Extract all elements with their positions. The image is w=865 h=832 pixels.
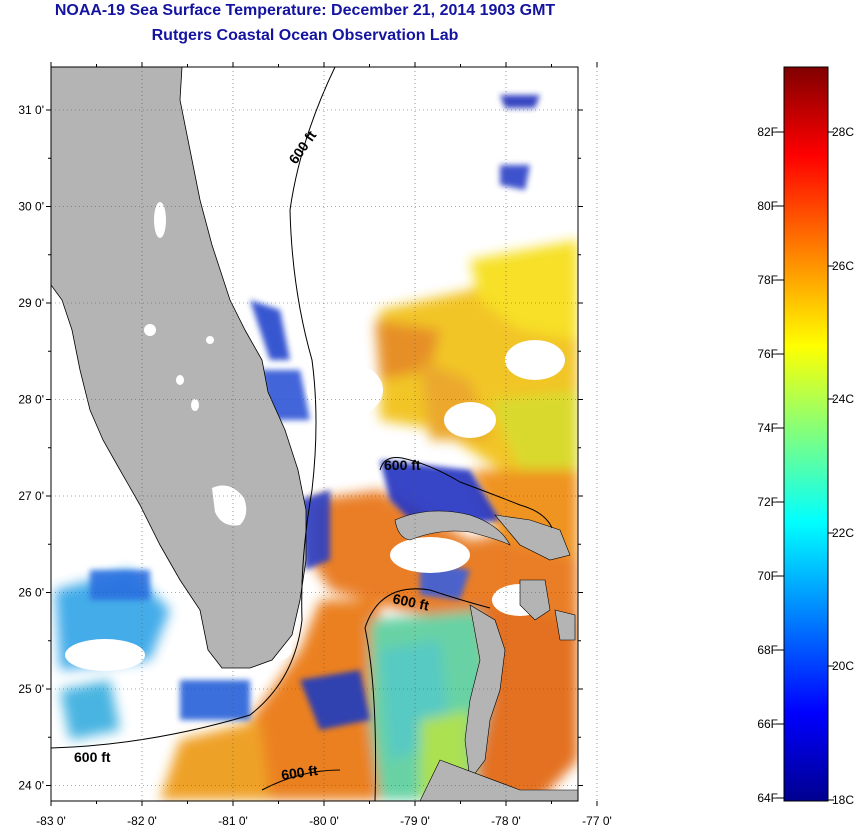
f-label: 78F <box>757 273 778 287</box>
lat-label: 31 0' <box>18 103 44 117</box>
latitude-labels: 31 0' 30 0' 29 0' 28 0' 27 0' 26 0' 25 0' 24 0' <box>18 103 44 793</box>
longitude-labels: -83 0' -82 0' -81 0' -80 0' -79 0' -78 0' -77 … <box>36 814 612 828</box>
lat-label: 25 0' <box>18 682 44 696</box>
c-label: 26C <box>832 259 854 273</box>
graticule <box>46 62 598 806</box>
lat-label: 29 0' <box>18 296 44 310</box>
lon-label: -83 0' <box>36 814 66 828</box>
map-frame <box>50 66 579 802</box>
map-subtitle: Rutgers Coastal Ocean Observation Lab <box>151 27 459 44</box>
fahrenheit-ticks: 82F 80F 78F 76F 74F 72F 70F 68F 66F 64F <box>757 125 784 805</box>
lon-label: -77 0' <box>582 814 612 828</box>
map-title: NOAA-19 Sea Surface Temperature: Decembe… <box>54 2 556 19</box>
c-label: 24C <box>832 392 854 406</box>
isobath-label-west: 600 ft <box>74 749 111 765</box>
lat-label: 30 0' <box>18 200 44 214</box>
f-label: 80F <box>757 199 778 213</box>
isobath-label-southeast: 600 ft <box>391 590 430 613</box>
f-label: 76F <box>757 347 778 361</box>
c-label: 22C <box>832 526 854 540</box>
sst-field: 600 ft 600 ft 600 ft 600 ft 600 ft <box>51 67 578 801</box>
isobath-label-south: 600 ft <box>280 762 319 783</box>
lon-label: -78 0' <box>491 814 521 828</box>
lat-label: 27 0' <box>18 489 44 503</box>
lon-label: -80 0' <box>309 814 339 828</box>
lat-label: 28 0' <box>18 393 44 407</box>
lon-label: -81 0' <box>218 814 248 828</box>
f-label: 66F <box>757 717 778 731</box>
c-label: 18C <box>832 793 854 807</box>
f-label: 82F <box>757 125 778 139</box>
f-label: 72F <box>757 495 778 509</box>
lat-label: 24 0' <box>18 779 44 793</box>
c-label: 28C <box>832 125 854 139</box>
f-label: 70F <box>757 569 778 583</box>
f-label: 64F <box>757 791 778 805</box>
f-label: 68F <box>757 643 778 657</box>
lon-label: -79 0' <box>400 814 430 828</box>
isobath-label-bahamas: 600 ft <box>384 457 421 473</box>
colorbar-gradient <box>783 66 829 802</box>
lat-label: 26 0' <box>18 586 44 600</box>
f-label: 74F <box>757 421 778 435</box>
lon-label: -82 0' <box>127 814 157 828</box>
celsius-ticks: 28C 26C 24C 22C 20C 18C <box>828 125 854 807</box>
c-label: 20C <box>832 659 854 673</box>
